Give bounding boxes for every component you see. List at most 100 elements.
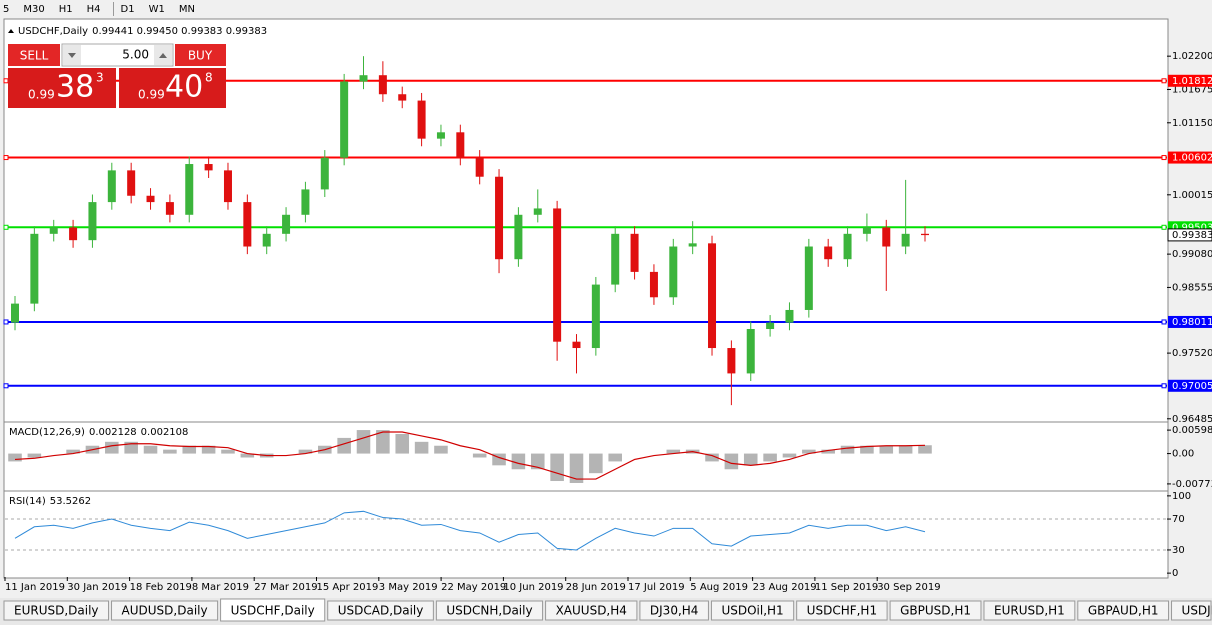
tab-label[interactable]: EURUSD,H1 (994, 604, 1065, 618)
macd-bar (414, 441, 429, 454)
macd-bar (918, 445, 932, 454)
candle-body (495, 176, 504, 260)
macd-bar (802, 449, 816, 454)
y-tick-label: 70 (1172, 514, 1185, 525)
up-arrow (159, 53, 167, 58)
sell-button[interactable] (8, 44, 60, 66)
level-handle (1161, 319, 1167, 325)
tab[interactable] (220, 598, 326, 622)
macd-bar (163, 449, 177, 454)
signal-value: 0.002108 (141, 427, 189, 438)
candle-body (475, 157, 484, 177)
tab[interactable] (111, 600, 219, 621)
timeframe-button[interactable]: H1 (59, 4, 73, 15)
timeframe-button[interactable]: 5 (3, 4, 9, 15)
tab[interactable] (327, 600, 434, 621)
tab-label[interactable]: GBPAUD,H1 (1088, 604, 1159, 618)
macd-title: MACD(12,26,9) (9, 427, 85, 438)
tab-label[interactable]: USDCHF,H1 (807, 604, 877, 618)
macd-bar (608, 453, 622, 462)
tab-label[interactable]: EURUSD,Daily (14, 604, 99, 618)
y-tick-label: 0.97520 (1172, 348, 1212, 359)
macd-bar (782, 453, 797, 458)
candle-body (611, 233, 620, 285)
tabs: EURUSD,Daily AUDUSD,Daily USDCHF,Daily USDC… (3, 598, 1212, 622)
timeframe-button[interactable]: M30 (23, 4, 44, 15)
macd-bar (298, 449, 313, 454)
signal-line (14, 431, 926, 480)
timeframe-button[interactable]: W1 (149, 4, 165, 15)
tab-label[interactable]: AUDUSD,Daily (122, 604, 208, 618)
macd-bar (143, 445, 158, 454)
macd-bar (569, 453, 584, 483)
macd-bar (105, 441, 119, 454)
lot-value[interactable]: 5.00 (122, 48, 149, 62)
macd-bar (221, 449, 235, 454)
tab-label[interactable]: DJ30,H4 (650, 604, 699, 618)
tab[interactable] (983, 600, 1076, 621)
lot-box[interactable] (61, 43, 174, 67)
tab[interactable] (639, 600, 709, 621)
x-tick-label: 5 Aug 2019 (690, 582, 748, 593)
candle-body (785, 309, 794, 323)
macd-bar (492, 453, 506, 466)
candle-body (727, 348, 736, 374)
x-tick-label: 27 Mar 2019 (254, 582, 317, 593)
sell-price-box[interactable] (8, 68, 116, 108)
price-tag-label: 0.99503 (1172, 222, 1212, 233)
timeframe-button[interactable]: H4 (87, 4, 101, 15)
tab-label[interactable]: GBPUSD,H1 (900, 604, 971, 618)
tab[interactable] (1171, 600, 1212, 621)
tab[interactable] (796, 600, 888, 621)
macd-bar (589, 453, 603, 474)
tab-label[interactable]: USDJP (1182, 604, 1212, 618)
candle-body (843, 233, 852, 260)
macd-bar (240, 453, 255, 458)
candle-body (669, 246, 678, 298)
macd-bar (124, 441, 138, 454)
candle-body (359, 75, 368, 82)
candle-body (921, 233, 929, 236)
buy-button[interactable] (175, 44, 226, 66)
tab-label[interactable]: USDCNH,Daily (446, 604, 532, 618)
buy-price-box[interactable] (119, 68, 226, 108)
macd-bar (337, 437, 351, 454)
macd-value: 0.002128 (89, 427, 137, 438)
tab[interactable] (1077, 600, 1170, 621)
candle-body (398, 94, 407, 101)
candle-body (591, 284, 600, 349)
x-tick-label: 8 Mar 2019 (192, 582, 249, 593)
sell-price-pip: 3 (96, 71, 104, 85)
y-tick-label: 30 (1172, 545, 1185, 556)
candle-body (11, 303, 19, 323)
candle-body (533, 208, 542, 215)
price-tag (1168, 151, 1212, 164)
sell-label[interactable]: SELL (20, 49, 49, 63)
candle-body (69, 227, 78, 241)
candle-body (804, 246, 813, 310)
tab-label[interactable]: USDCHF,Daily (231, 604, 315, 618)
tab-label[interactable]: XAUUSD,H4 (556, 604, 627, 618)
price-tag (1168, 379, 1212, 392)
y-tick-label: 0.96485 (1172, 414, 1212, 425)
macd-bar (743, 453, 758, 466)
timeframe-button[interactable]: D1 (121, 4, 135, 15)
tab-label[interactable]: USDCAD,Daily (338, 604, 424, 618)
x-tick-label: 17 Jul 2019 (628, 582, 685, 593)
y-tick-label: 0.005986 (1172, 425, 1212, 436)
tab[interactable] (3, 600, 110, 621)
candle-body (862, 227, 871, 234)
buy-label[interactable]: BUY (188, 49, 213, 63)
tab[interactable] (545, 600, 638, 621)
tab[interactable] (710, 600, 795, 621)
timeframe-button[interactable]: MN (179, 4, 195, 15)
bid-tag-label: 0.99383 (1172, 230, 1212, 241)
tab[interactable] (435, 600, 544, 621)
y-tick-label: 100 (1172, 491, 1191, 502)
y-tick-label: 0.99080 (1172, 249, 1212, 260)
macd-bar (879, 445, 894, 454)
level-handle (1161, 224, 1167, 230)
price-tag-label: 0.97005 (1172, 381, 1212, 392)
tab[interactable] (889, 600, 982, 621)
tab-label[interactable]: USDOil,H1 (721, 604, 783, 618)
